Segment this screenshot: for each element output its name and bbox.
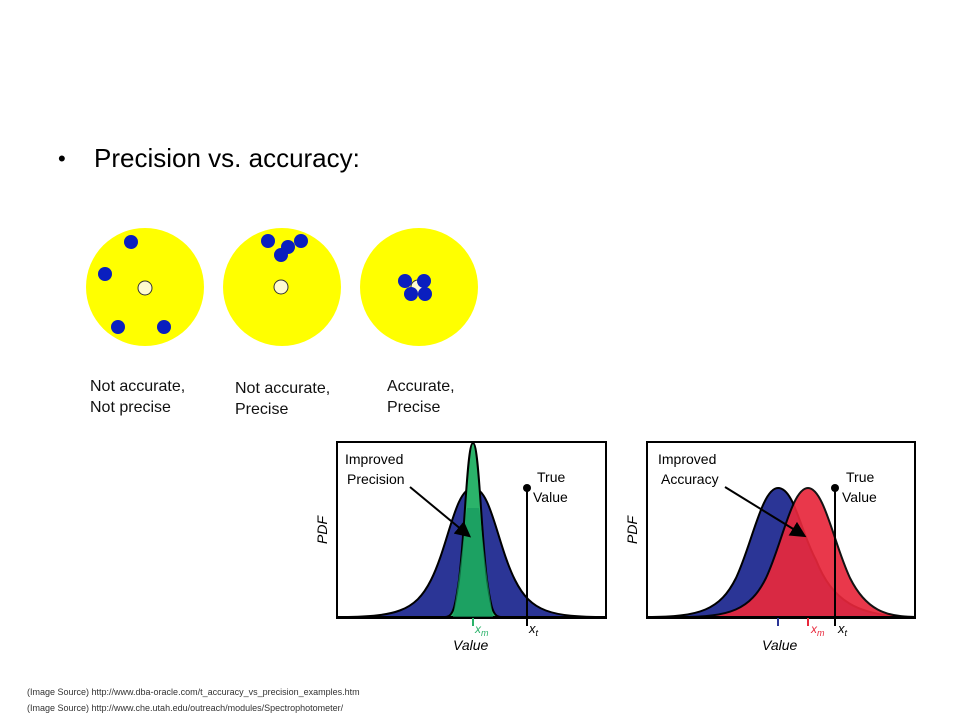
target-not-accurate-precise (223, 228, 341, 346)
pdf-plot-accuracy: Improved Accuracy True Value PDF Value x… (624, 441, 916, 653)
shifted-distribution-curve (679, 486, 916, 618)
annotation-arrow (724, 486, 807, 538)
annotation-text: Precision (347, 471, 405, 487)
xt-label: xt (837, 621, 848, 638)
hit-dot (157, 320, 171, 334)
annotation-text: Improved (658, 451, 716, 467)
image-source-1: (Image Source) http://www.dba-oracle.com… (27, 687, 360, 697)
true-value-dot (523, 484, 531, 492)
target-accurate-precise (360, 228, 478, 346)
bullet-marker: • (58, 145, 66, 171)
target-not-accurate-not-precise (86, 228, 204, 346)
xt-label: xt (528, 621, 539, 638)
hit-dot (98, 267, 112, 281)
xm-label: xm (810, 622, 825, 638)
annotation-arrow (409, 486, 472, 538)
true-value-label: True (537, 469, 565, 485)
hit-dot (418, 287, 432, 301)
hit-dot (404, 287, 418, 301)
y-axis-label: PDF (624, 515, 640, 544)
y-axis-label: PDF (314, 515, 330, 544)
hit-dot (274, 248, 288, 262)
annotation-text: Accuracy (661, 471, 719, 487)
hit-dot (294, 234, 308, 248)
x-axis-label: Value (762, 637, 798, 653)
true-value-dot (831, 484, 839, 492)
hit-dot (261, 234, 275, 248)
true-value-label: True (846, 469, 874, 485)
hit-dot (417, 274, 431, 288)
target-label-1: Not accurate, Not precise (90, 378, 186, 416)
image-source-2: (Image Source) http://www.che.utah.edu/o… (27, 703, 344, 713)
hit-dot (124, 235, 138, 249)
target-label-3: Accurate, Precise (387, 378, 455, 416)
overlap-shade (453, 508, 493, 617)
x-axis-label: Value (453, 637, 489, 653)
bullet-text: Precision vs. accuracy: (94, 143, 360, 173)
target-label-2: Not accurate, Precise (235, 380, 331, 418)
target-center (273, 279, 289, 295)
xm-label: xm (474, 622, 489, 638)
hit-dot (111, 320, 125, 334)
hit-dot (398, 274, 412, 288)
true-value-label: Value (842, 489, 877, 505)
true-value-label: Value (533, 489, 568, 505)
pdf-plot-precision: Improved Precision True Value PDF Value … (314, 441, 607, 653)
annotation-text: Improved (345, 451, 403, 467)
bullet-item: • Precision vs. accuracy: (58, 143, 360, 174)
target-center (137, 280, 153, 296)
